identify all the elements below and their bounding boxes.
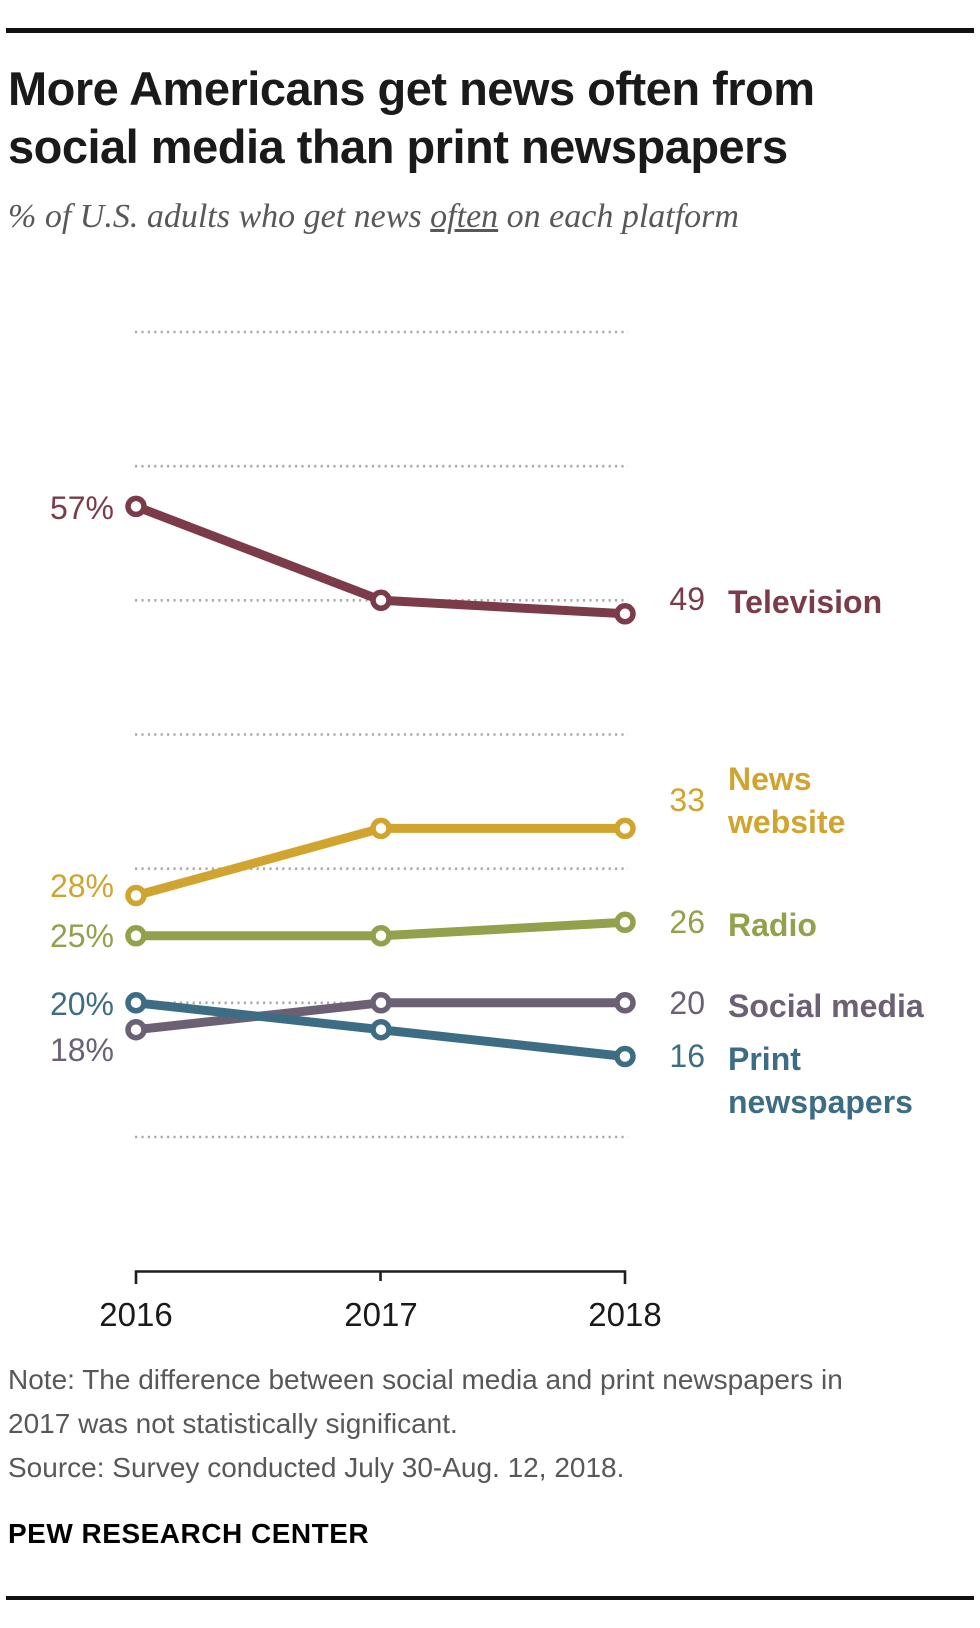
end-value-news-website: 33 [669, 782, 705, 818]
subtitle-prefix: % of U.S. adults who get news [8, 198, 431, 235]
start-label-print-newspapers: 20% [49, 986, 114, 1022]
point-television-2016 [125, 495, 147, 518]
note-text-line1: Note: The difference between social medi… [8, 1364, 843, 1395]
point-radio-2018 [614, 911, 636, 934]
point-radio-2017 [370, 925, 392, 947]
brand-wordmark: PEW RESEARCH CENTER [8, 1518, 370, 1549]
series-label-news-website-line1: News [728, 761, 812, 797]
point-print-newspapers-2016 [125, 992, 147, 1014]
series-label-print-newspapers: Print newspapers [728, 1038, 913, 1124]
point-news-website-2018 [614, 817, 636, 840]
point-social-media-2017 [370, 992, 392, 1014]
end-value-radio: 26 [669, 904, 705, 940]
top-divider [6, 28, 974, 33]
start-label-television: 57% [49, 490, 114, 526]
point-news-website-2017 [370, 817, 392, 840]
series-label-television: Television [728, 584, 883, 620]
start-label-news-website: 28% [49, 868, 114, 904]
start-label-radio: 25% [49, 918, 114, 954]
series-label-print-line1: Print [728, 1041, 801, 1077]
source-text: Source: Survey conducted July 30-Aug. 12… [8, 1452, 625, 1483]
note-text-line2: 2017 was not statistically significant. [8, 1408, 458, 1439]
point-television-2017 [370, 589, 392, 612]
start-label-social-media: 18% [49, 1032, 114, 1068]
series-label-radio: Radio [728, 907, 817, 943]
x-tick-2016: 2016 [99, 1296, 173, 1333]
series-label-print-line2: newspapers [728, 1084, 913, 1120]
end-value-social-media: 20 [669, 985, 705, 1021]
bottom-divider [6, 1596, 974, 1600]
page-title-line2: social media than print newspapers [8, 120, 788, 173]
series-label-social-media: Social media [728, 988, 924, 1024]
point-print-newspapers-2018 [614, 1045, 636, 1068]
page-title: More Americans get news often from socia… [8, 60, 968, 176]
end-value-television: 49 [669, 581, 705, 617]
page-title-line1: More Americans get news often from [8, 62, 815, 115]
point-news-website-2016 [125, 884, 147, 907]
x-tick-2017: 2017 [344, 1296, 418, 1333]
x-tick-2018: 2018 [588, 1296, 662, 1333]
x-axis-line [134, 1270, 627, 1284]
point-television-2018 [614, 603, 636, 625]
series-label-news-website: News website [728, 758, 845, 844]
end-value-print-newspapers: 16 [669, 1038, 705, 1074]
chart-subtitle: % of U.S. adults who get news often on e… [8, 198, 968, 236]
point-social-media-2018 [614, 992, 636, 1014]
subtitle-suffix: on each platform [498, 198, 739, 235]
chart-footer: Note: The difference between social medi… [8, 1358, 958, 1490]
series-label-news-website-line2: website [728, 804, 846, 840]
point-social-media-2016 [125, 1018, 147, 1041]
subtitle-emphasis: often [430, 198, 499, 235]
point-radio-2016 [125, 925, 147, 947]
point-print-newspapers-2017 [370, 1018, 392, 1041]
